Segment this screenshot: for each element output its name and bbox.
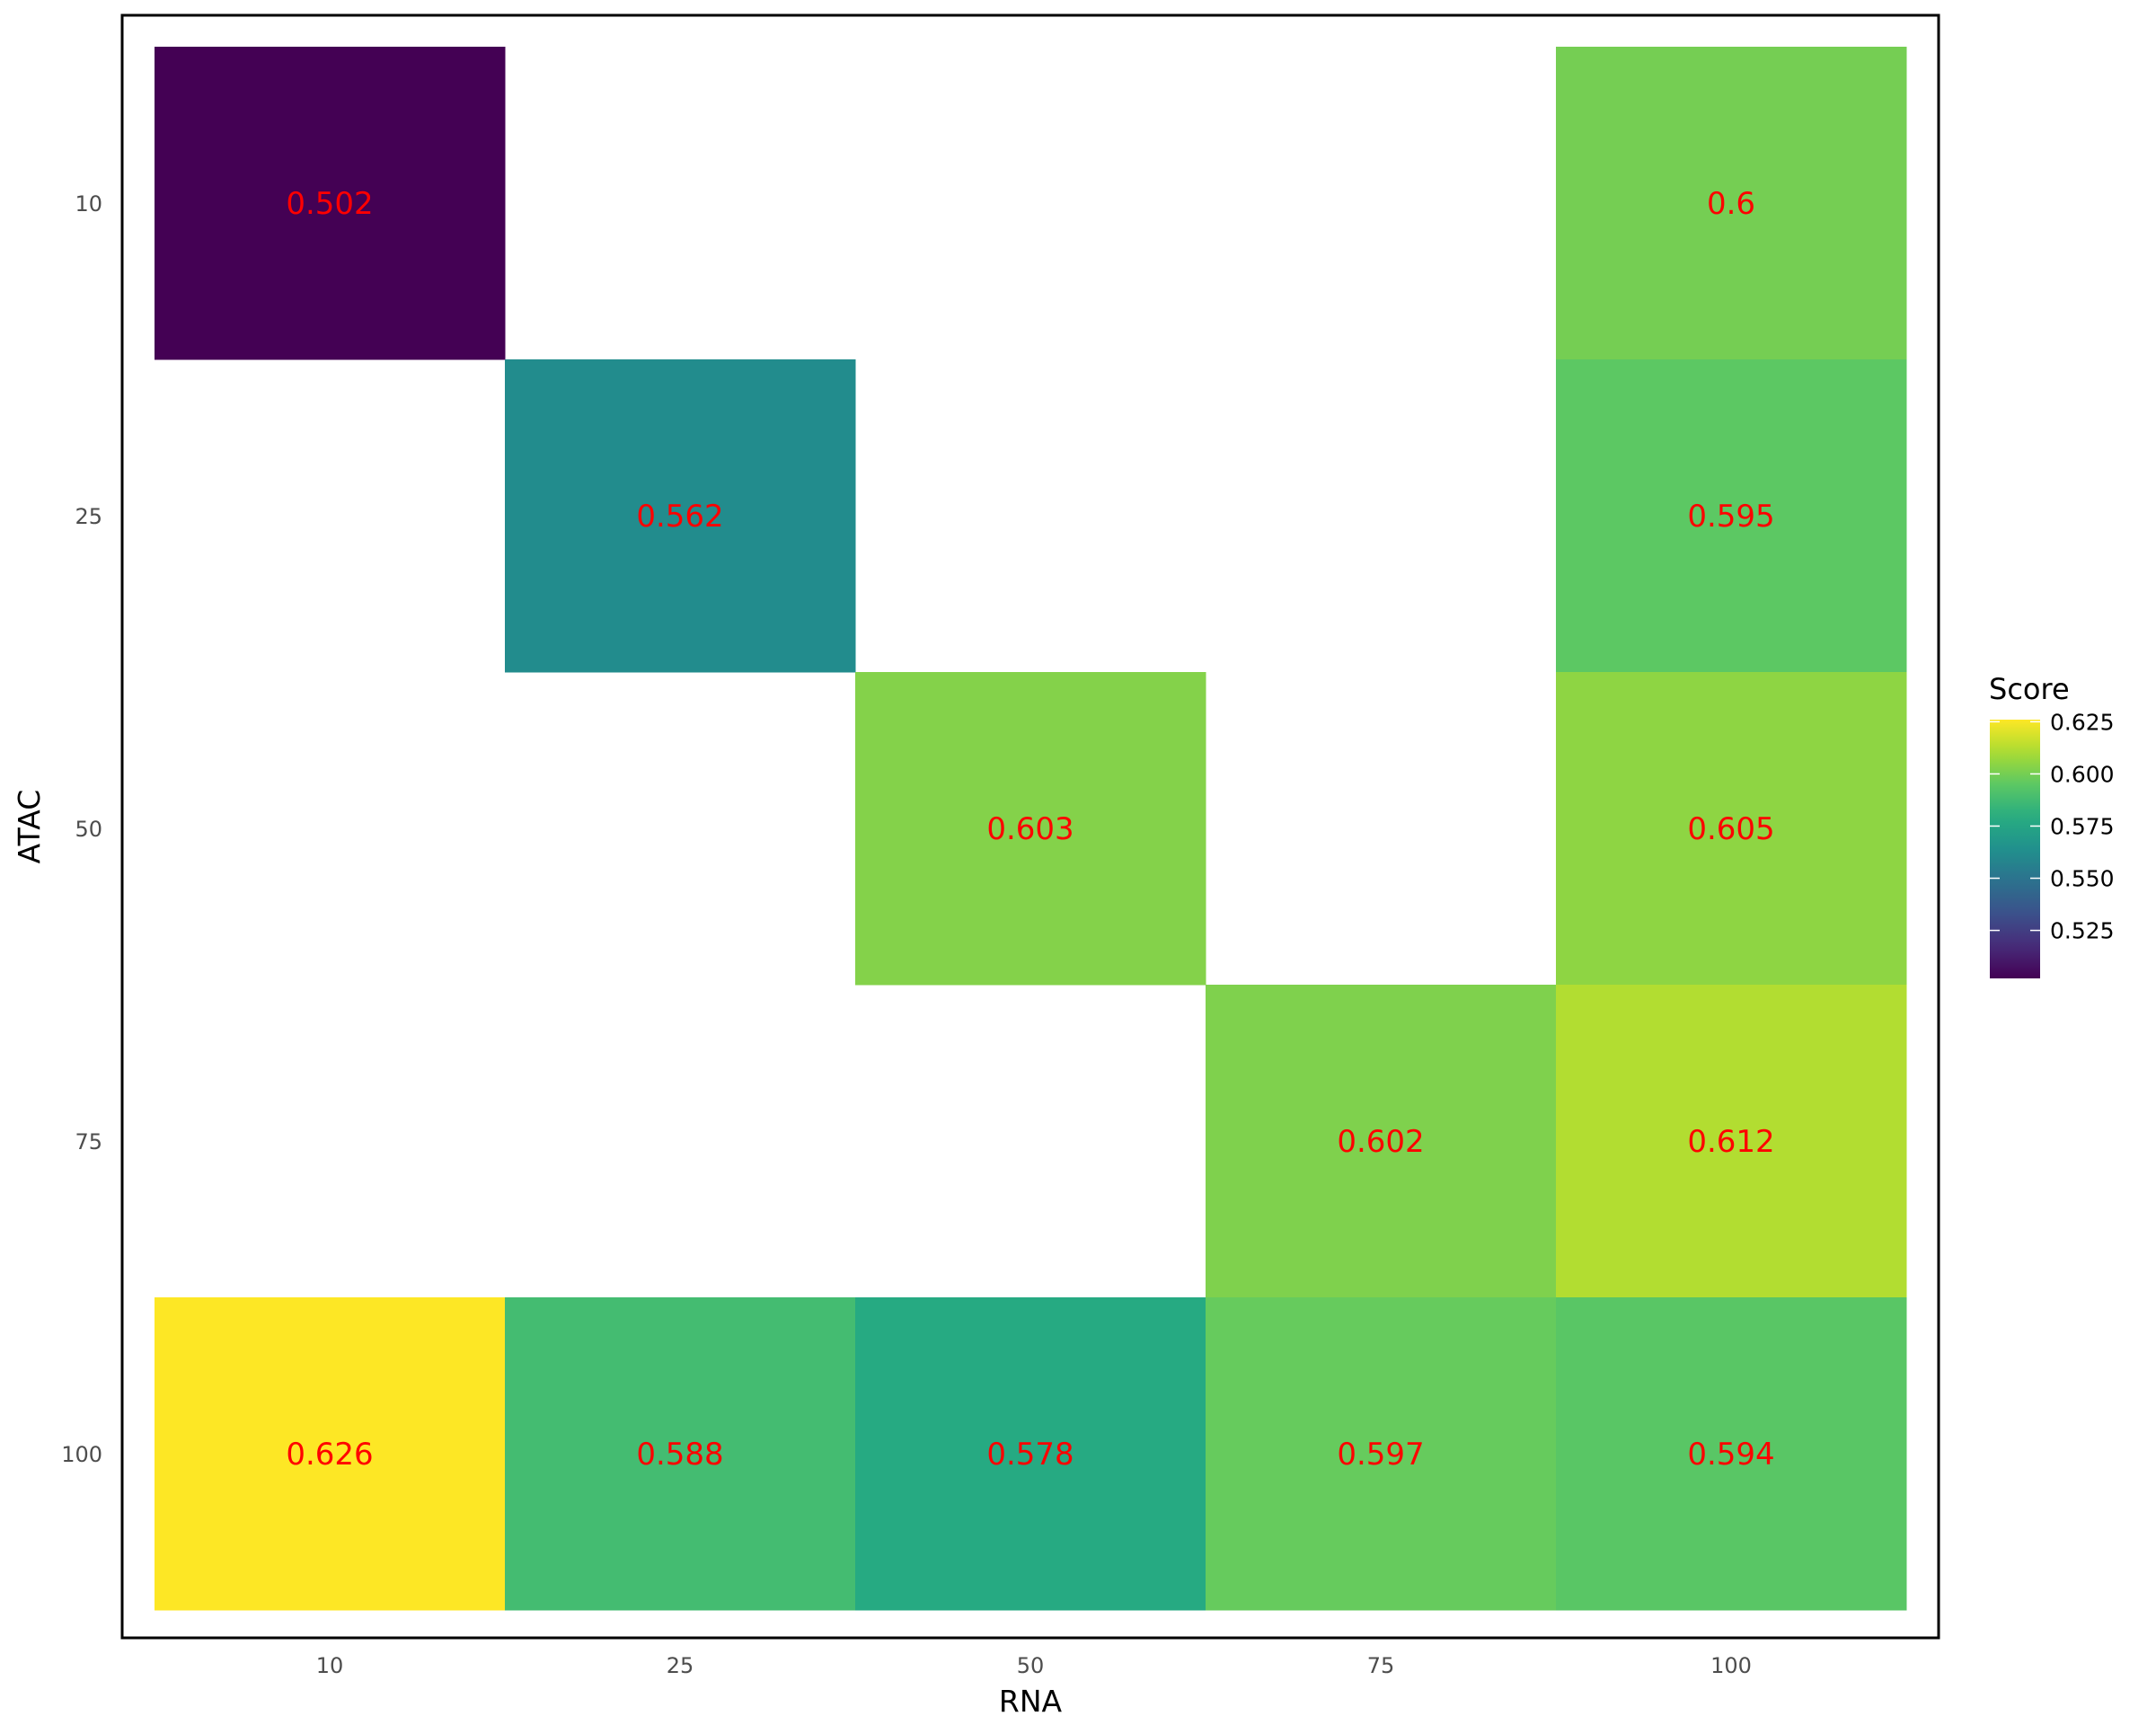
x-tick-label: 100 (1710, 1653, 1752, 1678)
heatmap-cells (155, 47, 1907, 1611)
legend-colorbar (1990, 720, 2040, 978)
legend-tick-label: 0.575 (2050, 813, 2115, 839)
heatmap-cell (1556, 985, 1907, 1298)
y-tick-label: 100 (61, 1442, 102, 1467)
x-tick-label: 75 (1367, 1653, 1395, 1678)
y-tick-label: 75 (75, 1129, 102, 1154)
cell-value-label: 0.562 (636, 499, 723, 535)
x-tick-label: 10 (316, 1653, 344, 1678)
cell-value-label: 0.626 (286, 1437, 373, 1473)
color-legend: Score 0.525 0.550 0.575 0.600 0.625 (1989, 672, 2115, 978)
heatmap-cell (505, 1297, 856, 1611)
heatmap-cell (1206, 985, 1557, 1298)
heatmap-cell (1556, 1297, 1907, 1611)
cell-value-label: 0.578 (986, 1437, 1074, 1473)
cell-value-label: 0.588 (636, 1437, 723, 1473)
heatmap-cell (1206, 1297, 1557, 1611)
legend-title: Score (1989, 672, 2070, 706)
heatmap-cell (855, 672, 1206, 986)
cell-value-label: 0.605 (1687, 811, 1774, 847)
heatmap-cell (1556, 47, 1907, 360)
legend-tick-label: 0.600 (2050, 761, 2115, 787)
cell-value-label: 0.597 (1337, 1437, 1424, 1473)
heatmap-cell (505, 359, 856, 673)
heatmap-cell (1556, 672, 1907, 986)
heatmap-cell (1556, 359, 1907, 673)
cell-value-label: 0.6 (1707, 186, 1755, 222)
cell-value-label: 0.603 (986, 811, 1074, 847)
cell-value-labels: 0.502 0.6 0.562 0.595 0.603 0.605 0.602 0.612 0.… (286, 186, 1774, 1473)
x-tick-label: 50 (1017, 1653, 1045, 1678)
cell-value-label: 0.594 (1687, 1437, 1774, 1473)
heatmap-cell (155, 47, 506, 360)
legend-tick-label: 0.550 (2050, 866, 2115, 892)
x-tick-label: 25 (667, 1653, 694, 1678)
cell-value-label: 0.595 (1687, 499, 1774, 535)
legend-tick-label: 0.625 (2050, 709, 2115, 735)
cell-value-label: 0.612 (1687, 1124, 1774, 1160)
cell-value-label: 0.602 (1337, 1124, 1424, 1160)
y-axis-ticks: 10 25 50 75 100 (61, 191, 102, 1467)
y-tick-label: 25 (75, 504, 102, 529)
plot-panel-border (120, 13, 1940, 1640)
x-axis-ticks: 10 25 50 75 100 (316, 1653, 1752, 1678)
cell-value-label: 0.502 (286, 186, 373, 222)
y-axis-title: ATAC (12, 790, 47, 864)
heatmap-cell (855, 1297, 1206, 1611)
legend-ticks: 0.525 0.550 0.575 0.600 0.625 (1990, 709, 2115, 944)
x-axis-title: RNA (999, 1684, 1063, 1719)
legend-tick-label: 0.525 (2050, 918, 2115, 944)
y-tick-label: 50 (75, 817, 102, 842)
heatmap-cell (155, 1297, 506, 1611)
y-tick-label: 10 (75, 191, 102, 217)
